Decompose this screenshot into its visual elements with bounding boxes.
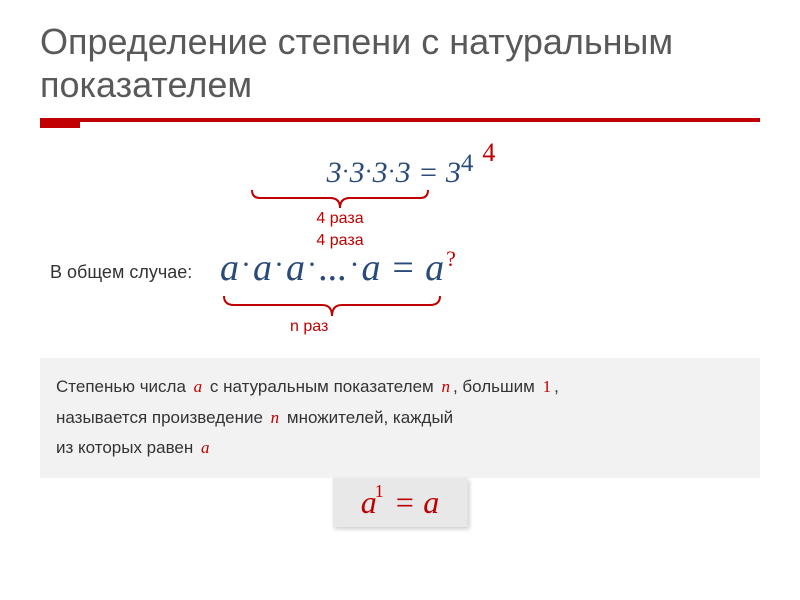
def-one: 1 [540,377,555,396]
general-formula: a·a·a·...·a = a? [220,246,454,290]
example-area: 3·3·3·3 = 34 4 [0,150,800,190]
def-text: с натуральным показателем [210,377,434,396]
brace-label-n: n раз [290,318,328,336]
def-text: из которых равен [56,438,193,457]
brace-icon [250,188,430,210]
def-text: Степенью числа [56,377,186,396]
def-var-n: n [438,377,453,396]
exponent-small: 4 [461,150,474,177]
title-underline [40,118,760,122]
definition-box: Степенью числа a с натуральным показател… [40,358,760,478]
formula-box: a1 = a [333,478,468,527]
formula-eq: = [394,484,416,520]
def-text: называется произведение [56,408,263,427]
def-var-n: n [268,408,283,427]
def-text: множителей, каждый [287,408,453,427]
title-underline-accent [40,118,80,128]
formula-rhs: a [423,484,439,520]
exponent-red: 4 [482,138,495,168]
def-var-a: a [191,377,206,396]
brace-label-1: 4 раза [316,210,363,228]
general-case-label: В общем случае: [50,262,192,283]
def-var-a: a [198,438,213,457]
general-exponent: ? [446,246,456,271]
def-text: , [554,377,559,396]
brace-icon [222,294,442,318]
formula-exp: 1 [375,481,384,501]
slide-title: Определение степени с натуральным показа… [0,0,800,116]
def-text: , большим [453,377,535,396]
example-expression: 3·3·3·3 = 34 4 [327,150,474,190]
